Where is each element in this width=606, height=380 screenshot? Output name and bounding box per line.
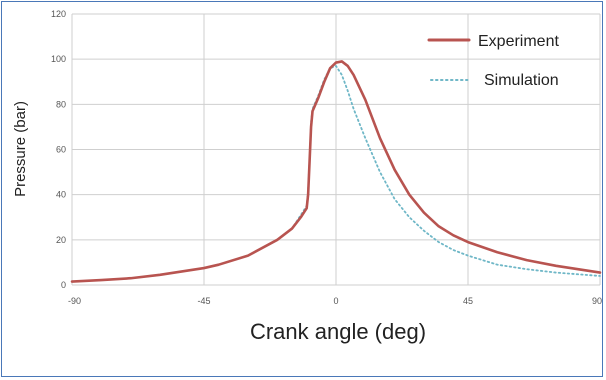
x-tick-label: 90 <box>592 296 602 306</box>
x-tick-label: -90 <box>68 296 81 306</box>
series-line-experiment <box>70 60 602 283</box>
y-tick-labels: 0 20 40 60 80 100 120 <box>51 9 66 290</box>
y-tick-label: 40 <box>56 190 66 200</box>
y-tick-label: 120 <box>51 9 66 19</box>
legend: Experiment Simulation <box>427 33 559 89</box>
x-tick-label: -45 <box>197 296 210 306</box>
y-tick-label: 80 <box>56 99 66 109</box>
y-tick-label: 0 <box>61 280 66 290</box>
x-tick-label: 0 <box>333 296 338 306</box>
x-tick-label: 45 <box>463 296 473 306</box>
x-axis-title: Crank angle (deg) <box>250 319 426 344</box>
y-tick-label: 20 <box>56 235 66 245</box>
x-tick-labels: -90 -45 0 45 90 <box>68 296 602 306</box>
y-tick-label: 100 <box>51 54 66 64</box>
legend-label-experiment: Experiment <box>478 33 559 50</box>
grid <box>71 13 601 286</box>
y-axis-title: Pressure (bar) <box>12 101 29 197</box>
legend-label-simulation: Simulation <box>484 72 559 89</box>
y-tick-label: 60 <box>56 145 66 155</box>
series-lines <box>70 60 602 283</box>
